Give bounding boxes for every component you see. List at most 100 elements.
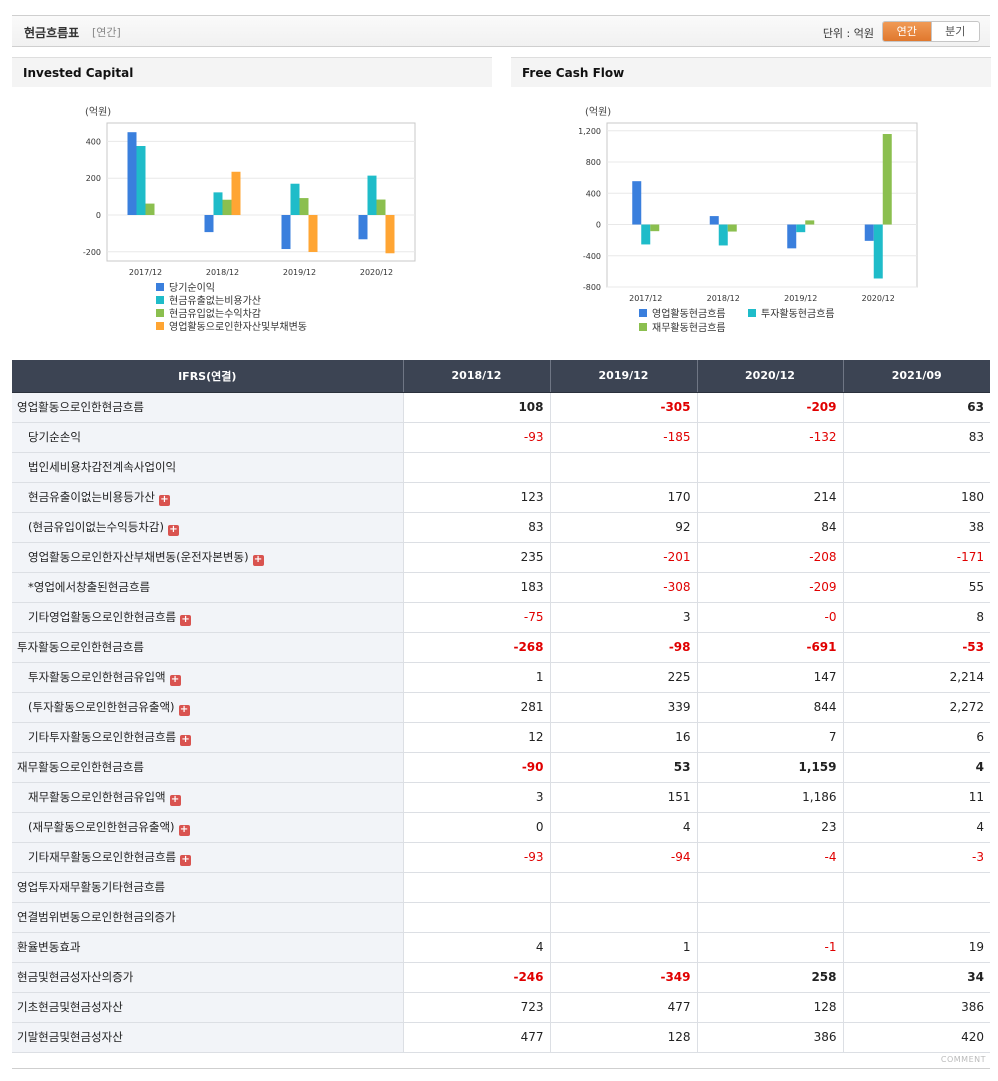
legend-label: 영업활동현금흐름: [652, 307, 726, 320]
legend-label: 투자활동현금흐름: [761, 307, 835, 320]
table-row: *영업에서창출된현금흐름 183 -308 -209 55: [12, 572, 990, 603]
value-cell: 4: [843, 752, 990, 783]
row-label-text: 기타재무활동으로인한현금흐름: [28, 849, 177, 864]
legend-swatch: [156, 296, 164, 304]
expand-plus-icon[interactable]: +: [169, 793, 181, 806]
invested-capital-title: Invested Capital: [12, 57, 492, 87]
table-row: 재무활동으로인한현금흐름 -90 53 1,159 4: [12, 752, 990, 783]
expand-plus-icon[interactable]: +: [178, 703, 190, 716]
table-row: 기말현금및현금성자산 477 128 386 420: [12, 1022, 990, 1053]
row-label-text: 기초현금및현금성자산: [17, 1000, 123, 1014]
tab-quarterly[interactable]: 분기: [930, 22, 980, 41]
table-row: (재무활동으로인한현금유출액) +0 4 23 4: [12, 812, 990, 843]
row-label-text: (투자활동으로인한현금유출액): [28, 699, 175, 714]
value-cell: -209: [697, 392, 844, 423]
expand-plus-icon[interactable]: +: [180, 613, 192, 626]
table-row: 영업투자재무활동기타현금흐름: [12, 872, 990, 903]
table-row: 연결범위변동으로인한현금의증가: [12, 902, 990, 933]
value-cell: 1: [403, 662, 551, 693]
expand-plus-icon[interactable]: +: [158, 493, 170, 506]
expand-plus-icon[interactable]: +: [180, 733, 192, 746]
expand-plus-icon[interactable]: +: [180, 853, 192, 866]
x-tick-label: 2017/12: [629, 294, 662, 303]
x-tick-label: 2019/12: [784, 294, 817, 303]
page-title: 현금흐름표: [24, 26, 80, 40]
row-label-text: 투자활동으로인한현금흐름: [17, 640, 144, 654]
y-axis-label: (억원): [585, 106, 611, 118]
row-label: 환율변동효과: [12, 932, 404, 963]
value-cell: 3: [403, 782, 551, 813]
bar-mark: [641, 224, 651, 245]
value-cell: 4: [403, 932, 551, 963]
table-row: 기타영업활동으로인한현금흐름 + -75 3 -0 8: [12, 602, 990, 633]
value-cell: 4: [843, 812, 990, 843]
table-header-label: IFRS(연결): [12, 360, 404, 393]
row-label: 기타재무활동으로인한현금흐름 +: [12, 842, 404, 873]
y-tick-label: 400: [86, 137, 101, 146]
row-label: 투자활동으로인한현금흐름: [12, 632, 404, 663]
period-header: 2019/12: [550, 360, 698, 393]
tab-annual[interactable]: 연간: [883, 22, 931, 41]
legend-label: 현금유입없는수익차감: [169, 307, 261, 320]
value-cell: [403, 902, 551, 933]
free-cash-flow-title: Free Cash Flow: [511, 57, 991, 87]
value-cell: 147: [697, 662, 844, 693]
expand-plus-icon[interactable]: +: [167, 523, 179, 536]
expand-plus-icon[interactable]: +: [178, 823, 190, 836]
table-row: 재무활동으로인한현금유입액 +3 151 1,186 11: [12, 782, 990, 813]
value-cell: -185: [550, 422, 698, 453]
row-label: 재무활동으로인한현금흐름: [12, 752, 404, 783]
legend-swatch: [639, 323, 647, 331]
invested-capital-panel: Invested Capital (억원) -200 0 200 400 2017/12 2…: [12, 57, 492, 357]
value-cell: [843, 872, 990, 903]
row-label-text: 기타투자활동으로인한현금흐름: [28, 729, 177, 744]
value-cell: 214: [697, 482, 844, 513]
value-cell: [697, 902, 844, 933]
expand-plus-icon[interactable]: +: [169, 673, 181, 686]
table-row: 기타재무활동으로인한현금흐름 + -93 -94 -4 -3: [12, 842, 990, 873]
row-label-text: 재무활동으로인한현금유입액: [28, 789, 166, 804]
comment-link[interactable]: COMMENT: [940, 1055, 986, 1064]
row-label-text: 현금유출이없는비용등가산: [28, 489, 155, 504]
row-label: 현금유출이없는비용등가산 +: [12, 482, 404, 513]
value-cell: -349: [550, 962, 698, 993]
free-cash-flow-chart: (억원) -800 -400 0 400 800 1,200 2017/12 2018/12 20…: [578, 106, 918, 334]
value-cell: 1: [550, 932, 698, 963]
value-cell: 53: [550, 752, 698, 783]
value-cell: 151: [550, 782, 698, 813]
x-tick-label: 2020/12: [862, 294, 895, 303]
bar-mark: [204, 215, 214, 233]
bar-mark: [127, 132, 137, 215]
bar-mark: [632, 181, 642, 225]
row-label-text: 재무활동으로인한현금흐름: [17, 760, 144, 774]
bar-mark: [290, 183, 300, 215]
value-cell: 128: [550, 1022, 698, 1053]
value-cell: -209: [697, 572, 844, 603]
row-label: 기타영업활동으로인한현금흐름 +: [12, 602, 404, 633]
table-row: 기초현금및현금성자산 723 477 128 386: [12, 992, 990, 1023]
value-cell: 477: [403, 1022, 551, 1053]
expand-plus-icon[interactable]: +: [252, 553, 264, 566]
bar-mark: [873, 224, 883, 279]
table-row: 기타투자활동으로인한현금흐름 +12 16 7 6: [12, 722, 990, 753]
value-cell: 12: [403, 722, 551, 753]
legend-label: 영업활동으로인한자산및부채변동: [169, 320, 307, 333]
y-tick-label: 800: [586, 158, 601, 167]
legend-label: 당기순이익: [169, 282, 215, 294]
value-cell: 235: [403, 542, 551, 573]
table-row: (현금유입이없는수익등차감) +83 92 84 38: [12, 512, 990, 543]
legend-swatch: [639, 309, 647, 317]
value-cell: 723: [403, 992, 551, 1023]
table-header-row: IFRS(연결) 2018/12 2019/12 2020/12 2021/09: [12, 360, 990, 393]
row-label-text: 당기순손익: [28, 430, 81, 444]
bar-mark: [727, 224, 737, 232]
value-cell: -90: [403, 752, 551, 783]
row-label-text: 현금및현금성자산의증가: [17, 970, 134, 984]
period-header: 2021/09: [843, 360, 990, 393]
value-cell: 7: [697, 722, 844, 753]
bar-mark: [709, 216, 719, 225]
row-label: 기타투자활동으로인한현금흐름 +: [12, 722, 404, 753]
value-cell: 23: [697, 812, 844, 843]
row-label: (재무활동으로인한현금유출액) +: [12, 812, 404, 843]
unit-label: 단위 : 억원: [822, 27, 874, 40]
